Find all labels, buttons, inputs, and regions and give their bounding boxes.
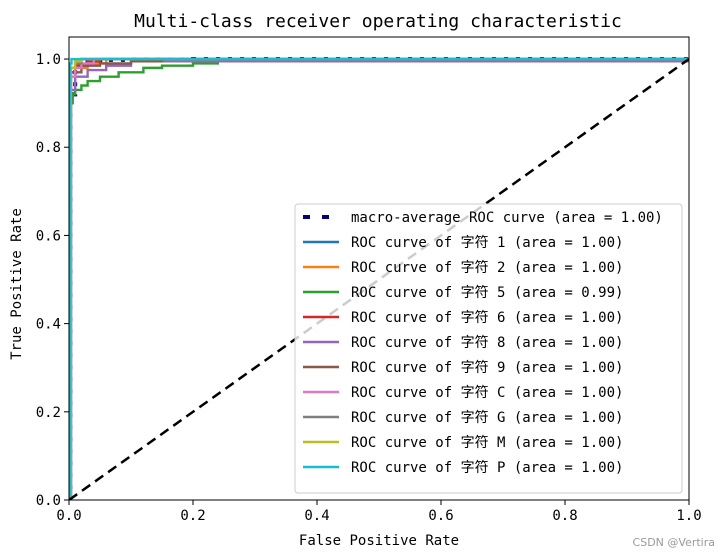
legend-label: ROC curve of 字符 P (area = 1.00): [351, 460, 623, 476]
legend: macro-average ROC curve (area = 1.00) ROC…: [294, 203, 683, 494]
y-axis-label: True Positive Rate: [9, 208, 25, 360]
y-tick-label: 0.2: [36, 405, 61, 421]
legend-box: [294, 203, 683, 494]
plot-frame: [68, 36, 690, 501]
x-tick-label: 0.2: [180, 508, 205, 524]
x-tick-label: 0.4: [304, 508, 329, 524]
x-tick-label: 1.0: [676, 508, 701, 524]
legend-label: ROC curve of 字符 C (area = 1.00): [351, 385, 623, 401]
roc-curve-3: [69, 57, 689, 500]
x-tick-label: 0.0: [56, 508, 81, 524]
legend-label: ROC curve of 字符 9 (area = 1.00): [351, 360, 623, 376]
y-axis: 0.0 0.2 0.4 0.6 0.8 1.0: [36, 52, 69, 509]
legend-label: ROC curve of 字符 6 (area = 1.00): [351, 310, 623, 326]
chart-title: Multi-class receiver operating character…: [134, 11, 622, 32]
legend-label: ROC curve of 字符 M (area = 1.00): [351, 435, 623, 451]
legend-label: macro-average ROC curve (area = 1.00): [351, 210, 663, 226]
watermark: CSDN @Vertira: [632, 536, 715, 549]
y-tick-label: 0.4: [36, 317, 61, 333]
plot-curves: [69, 57, 689, 500]
y-tick-label: 0.6: [36, 228, 61, 244]
x-axis-label: False Positive Rate: [299, 533, 459, 549]
y-tick-label: 0.0: [36, 493, 61, 509]
legend-label: ROC curve of 字符 G (area = 1.00): [351, 410, 623, 426]
legend-label: ROC curve of 字符 2 (area = 1.00): [351, 260, 623, 276]
roc-curve-10: [69, 57, 689, 500]
legend-label: ROC curve of 字符 5 (area = 0.99): [351, 285, 623, 301]
x-axis: 0.0 0.2 0.4 0.6 0.8 1.0: [56, 500, 702, 524]
x-tick-label: 0.8: [552, 508, 577, 524]
y-tick-label: 0.8: [36, 140, 61, 156]
y-tick-label: 1.0: [36, 52, 61, 68]
legend-label: ROC curve of 字符 1 (area = 1.00): [351, 235, 623, 251]
x-tick-label: 0.6: [428, 508, 453, 524]
legend-label: ROC curve of 字符 8 (area = 1.00): [351, 335, 623, 351]
